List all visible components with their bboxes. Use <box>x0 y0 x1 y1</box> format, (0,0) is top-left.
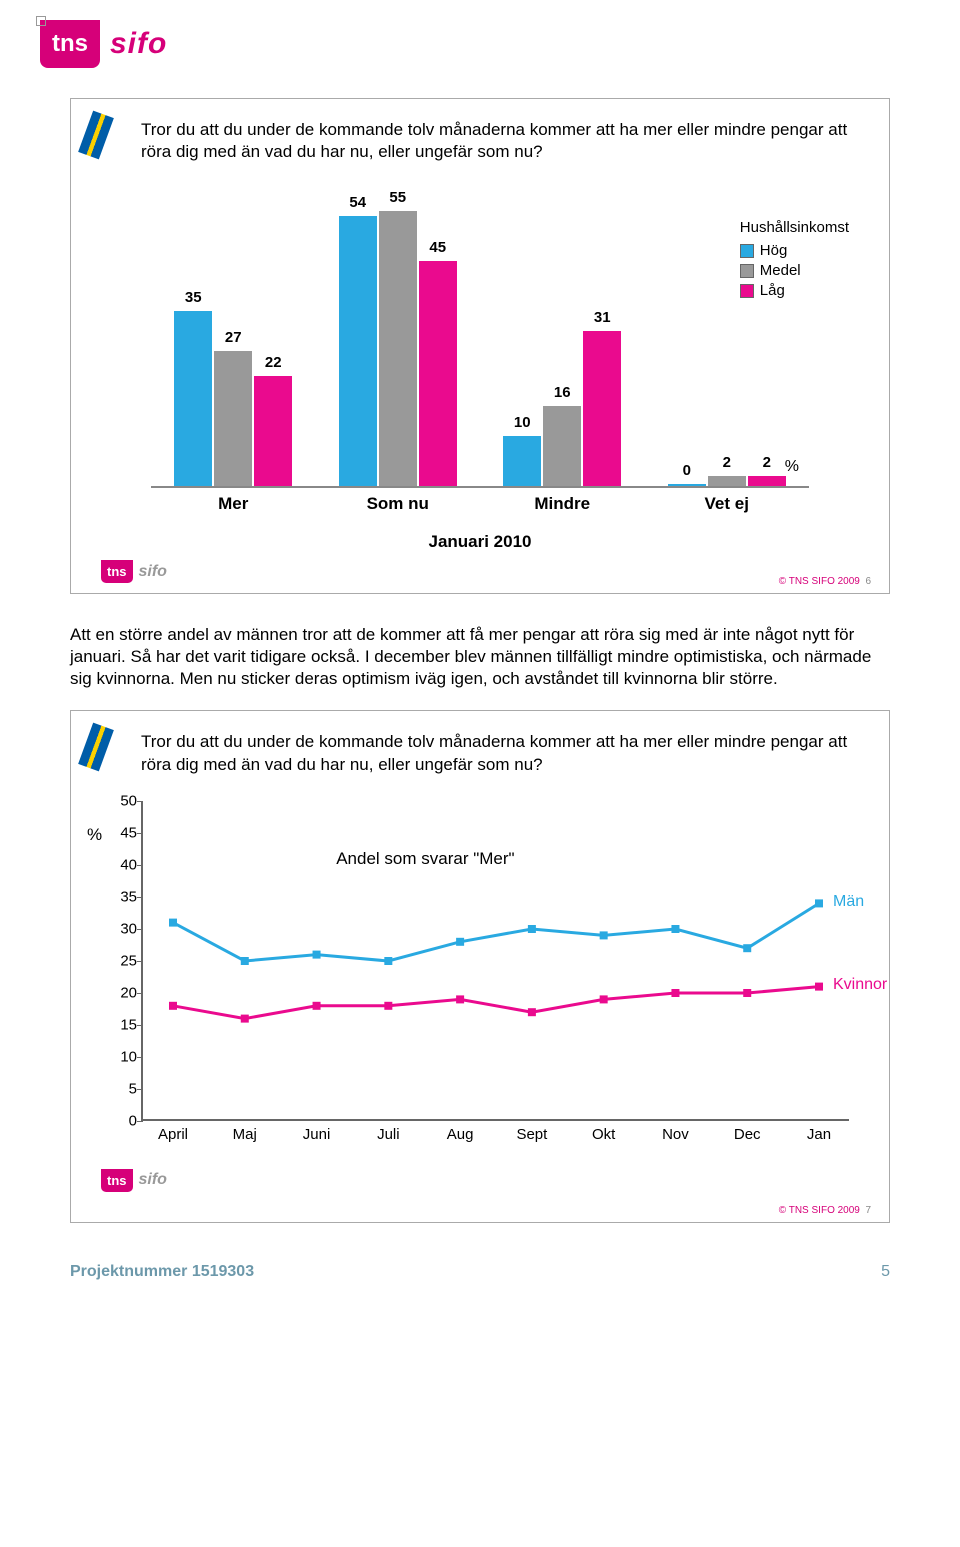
unit-label: % <box>785 458 799 476</box>
bar-chart: 352722545545101631022 <box>151 188 809 488</box>
x-tick-label: Juli <box>377 1126 400 1143</box>
bar-value-label: 2 <box>708 454 746 471</box>
data-point <box>528 1008 536 1016</box>
x-tick-label: Dec <box>734 1126 761 1143</box>
data-point <box>241 957 249 965</box>
data-point <box>671 989 679 997</box>
tns-badge: tns <box>40 20 100 68</box>
data-point <box>815 982 823 990</box>
data-point <box>671 925 679 933</box>
bar: 2 <box>708 476 746 486</box>
x-tick-label: Jan <box>807 1126 831 1143</box>
y-tick-label: 40 <box>111 856 137 873</box>
sifo-text: sifo <box>110 27 167 61</box>
bar: 27 <box>214 351 252 486</box>
series-line <box>173 903 819 961</box>
bar-value-label: 35 <box>174 289 212 306</box>
series-label: Män <box>833 893 864 911</box>
bar: 10 <box>503 436 541 486</box>
data-point <box>169 1001 177 1009</box>
brand-logo: tns sifo <box>40 20 920 68</box>
slide1-question: Tror du att du under de kommande tolv må… <box>141 119 859 163</box>
bar: 22 <box>254 376 292 486</box>
x-tick-label: April <box>158 1126 188 1143</box>
line-chart: Andel som svarar "Mer" 05101520253035404… <box>141 801 849 1121</box>
copyright: © TNS SIFO 2009 6 <box>779 576 871 587</box>
chart-subtitle: Januari 2010 <box>101 532 859 552</box>
bar: 31 <box>583 331 621 486</box>
y-tick-label: 25 <box>111 952 137 969</box>
y-tick-label: 0 <box>111 1112 137 1129</box>
bar-value-label: 0 <box>668 462 706 479</box>
y-tick-label: 50 <box>111 792 137 809</box>
y-tick-label: 5 <box>111 1080 137 1097</box>
data-point <box>456 995 464 1003</box>
bar-value-label: 55 <box>379 189 417 206</box>
y-tick-label: 45 <box>111 824 137 841</box>
data-point <box>456 937 464 945</box>
y-tick-label: 15 <box>111 1016 137 1033</box>
x-tick-label: Maj <box>233 1126 257 1143</box>
series-label: Kvinnor <box>833 976 887 994</box>
data-point <box>169 918 177 926</box>
bar-value-label: 45 <box>419 239 457 256</box>
category-label: Mer <box>151 494 316 514</box>
mini-logo: tns sifo <box>101 1169 859 1192</box>
slide-line-chart: Tror du att du under de kommande tolv må… <box>70 710 890 1222</box>
x-tick-label: Sept <box>516 1126 547 1143</box>
slide-bar-chart: Tror du att du under de kommande tolv må… <box>70 98 890 594</box>
category-label: Som nu <box>316 494 481 514</box>
bar-value-label: 2 <box>748 454 786 471</box>
bar-value-label: 16 <box>543 384 581 401</box>
y-tick-label: 35 <box>111 888 137 905</box>
data-point <box>528 925 536 933</box>
bar: 2 <box>748 476 786 486</box>
y-tick-label: 20 <box>111 984 137 1001</box>
data-point <box>313 1001 321 1009</box>
data-point <box>241 1014 249 1022</box>
y-tick-label: 10 <box>111 1048 137 1065</box>
category-label: Vet ej <box>645 494 810 514</box>
bar: 55 <box>379 211 417 486</box>
sweden-flag-icon <box>78 723 114 772</box>
x-tick-label: Juni <box>303 1126 331 1143</box>
category-label: Mindre <box>480 494 645 514</box>
bar: 54 <box>339 216 377 486</box>
bar-value-label: 27 <box>214 329 252 346</box>
mini-logo: tns sifo <box>101 560 859 583</box>
series-line <box>173 986 819 1018</box>
data-point <box>600 995 608 1003</box>
page-footer: Projektnummer 1519303 5 <box>70 1263 890 1281</box>
x-tick-label: Okt <box>592 1126 615 1143</box>
data-point <box>384 1001 392 1009</box>
data-point <box>815 899 823 907</box>
bar-value-label: 22 <box>254 354 292 371</box>
y-unit-label: % <box>87 825 102 845</box>
data-point <box>384 957 392 965</box>
project-number: Projektnummer 1519303 <box>70 1263 254 1281</box>
copyright: © TNS SIFO 2009 7 <box>779 1205 871 1216</box>
data-point <box>313 950 321 958</box>
x-tick-label: Aug <box>447 1126 474 1143</box>
data-point <box>743 989 751 997</box>
bar: 0 <box>668 484 706 486</box>
data-point <box>743 944 751 952</box>
bar: 45 <box>419 261 457 486</box>
bar-value-label: 10 <box>503 414 541 431</box>
analysis-paragraph: Att en större andel av männen tror att d… <box>70 624 890 690</box>
sweden-flag-icon <box>78 111 114 160</box>
bar-value-label: 54 <box>339 194 377 211</box>
x-tick-label: Nov <box>662 1126 689 1143</box>
bar-value-label: 31 <box>583 309 621 326</box>
y-tick-label: 30 <box>111 920 137 937</box>
page-number: 5 <box>881 1263 890 1281</box>
data-point <box>600 931 608 939</box>
bar: 16 <box>543 406 581 486</box>
bar: 35 <box>174 311 212 486</box>
slide2-question: Tror du att du under de kommande tolv må… <box>141 731 859 775</box>
